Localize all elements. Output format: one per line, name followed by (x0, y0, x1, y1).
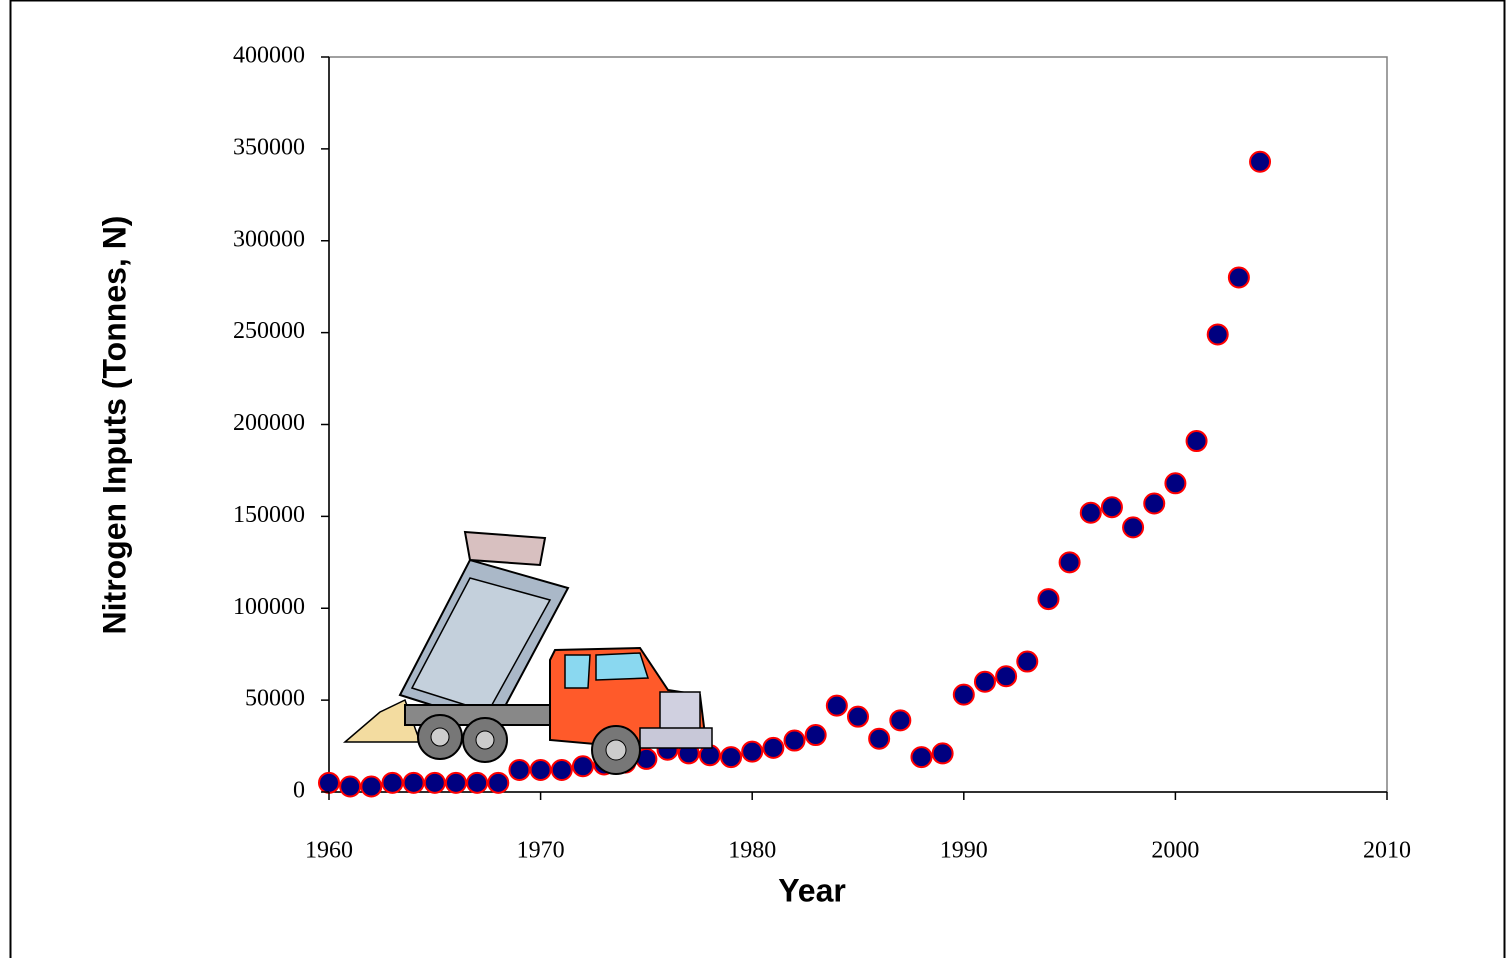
data-point (954, 685, 974, 705)
x-tick-label: 2010 (1363, 838, 1411, 864)
data-point (404, 773, 424, 793)
data-point (1017, 652, 1037, 672)
data-point (890, 710, 910, 730)
data-point (361, 776, 381, 796)
x-tick-label: 1960 (305, 838, 353, 864)
data-point (721, 747, 741, 767)
y-tick-label: 100000 (233, 594, 305, 620)
data-point (446, 773, 466, 793)
y-tick-label: 300000 (233, 226, 305, 252)
data-point (1208, 324, 1228, 344)
x-tick-label: 1980 (728, 838, 776, 864)
x-tick-label: 2000 (1151, 838, 1199, 864)
x-axis-title: Year (778, 872, 846, 908)
data-point (531, 760, 551, 780)
truck-illustration (345, 532, 712, 774)
data-point (425, 773, 445, 793)
y-tick-label: 250000 (233, 318, 305, 344)
data-point (1123, 517, 1143, 537)
data-point (382, 773, 402, 793)
x-tick-label: 1990 (940, 838, 988, 864)
data-point (933, 743, 953, 763)
data-point (848, 707, 868, 727)
y-tick-label: 350000 (233, 134, 305, 160)
data-point (1229, 268, 1249, 288)
data-point (488, 773, 508, 793)
data-point (1060, 552, 1080, 572)
x-tick-label: 1970 (517, 838, 565, 864)
data-point (340, 776, 360, 796)
y-tick-label: 150000 (233, 502, 305, 528)
data-point (1144, 494, 1164, 514)
data-point (742, 742, 762, 762)
y-tick-label: 400000 (233, 43, 305, 69)
data-point (827, 696, 847, 716)
chart: Year Nitrogen Inputs (Tonnes, N) 0 50000 1… (0, 0, 1506, 958)
data-point (573, 756, 593, 776)
data-point (1187, 431, 1207, 451)
y-axis-title: Nitrogen Inputs (Tonnes, N) (96, 216, 132, 635)
y-tick-label: 200000 (233, 410, 305, 436)
data-point (911, 747, 931, 767)
data-point (806, 725, 826, 745)
data-point (1250, 152, 1270, 172)
data-point (467, 773, 487, 793)
data-point (319, 773, 339, 793)
data-point (552, 760, 572, 780)
data-point (1165, 473, 1185, 493)
y-tick-label: 0 (293, 778, 305, 804)
data-point (869, 729, 889, 749)
data-point (1081, 503, 1101, 523)
data-point (1038, 589, 1058, 609)
data-point (785, 731, 805, 751)
data-point (1102, 497, 1122, 517)
data-point (763, 738, 783, 758)
data-point (975, 672, 995, 692)
data-point (996, 666, 1016, 686)
data-point (509, 760, 529, 780)
y-tick-label: 50000 (245, 686, 305, 712)
